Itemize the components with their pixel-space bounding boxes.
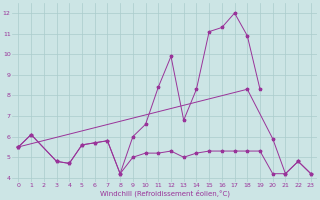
X-axis label: Windchill (Refroidissement éolien,°C): Windchill (Refroidissement éolien,°C): [100, 190, 230, 197]
